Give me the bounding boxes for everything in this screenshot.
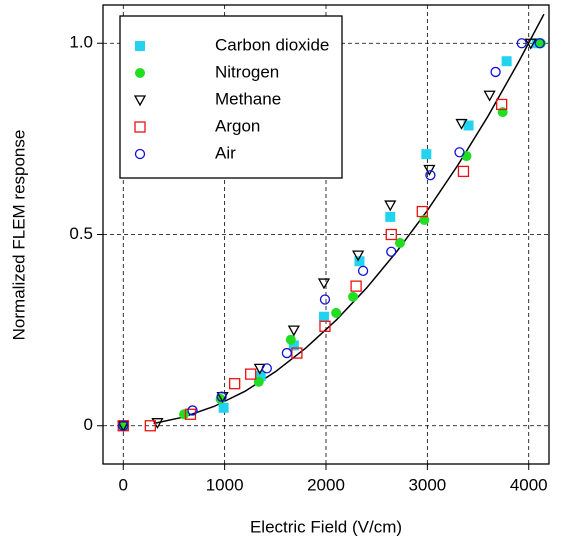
legend-marker — [134, 121, 146, 133]
marker — [288, 340, 299, 351]
marker — [461, 151, 472, 162]
marker — [421, 149, 432, 160]
marker — [483, 90, 496, 102]
marker — [319, 294, 331, 305]
legend-marker — [135, 68, 145, 78]
marker — [425, 170, 436, 181]
x-tick-label: 3000 — [408, 475, 446, 494]
legend-marker — [135, 41, 145, 51]
marker — [501, 56, 512, 67]
marker — [384, 200, 397, 212]
marker — [463, 120, 474, 131]
marker — [285, 334, 296, 345]
marker — [394, 237, 405, 248]
marker — [386, 246, 397, 257]
marker — [287, 325, 300, 337]
marker — [524, 38, 537, 50]
legend-marker — [134, 148, 146, 160]
marker — [179, 409, 190, 420]
y-axis-label: Normalized FLEM response — [9, 130, 28, 341]
marker — [317, 278, 331, 290]
x-axis-label: Electric Field (V/cm) — [250, 517, 402, 536]
marker — [534, 38, 545, 49]
marker — [348, 291, 359, 302]
legend-label: Air — [215, 143, 236, 162]
marker — [496, 98, 508, 111]
legend-marker — [133, 95, 147, 107]
y-tick-label: 1.0 — [69, 33, 93, 52]
marker — [187, 405, 198, 416]
legend: Carbon dioxide Nitrogen Methane Argon Air — [119, 15, 343, 179]
x-tick-label: 0 — [119, 475, 128, 494]
marker — [118, 420, 129, 431]
marker — [416, 205, 428, 218]
marker — [118, 420, 129, 431]
marker — [454, 147, 465, 158]
legend-label: Argon — [215, 116, 260, 135]
marker — [318, 311, 329, 322]
marker — [490, 66, 501, 78]
marker — [319, 320, 331, 332]
marker — [281, 347, 293, 359]
marker — [245, 368, 257, 380]
marker — [354, 256, 365, 267]
marker — [229, 378, 241, 390]
marker — [385, 211, 396, 222]
legend-label: Methane — [215, 89, 281, 108]
marker — [216, 391, 227, 402]
marker — [350, 280, 362, 292]
y-tick-label: 0.5 — [69, 224, 93, 243]
marker — [261, 363, 272, 374]
marker — [144, 420, 156, 432]
y-tick-label: 0 — [84, 415, 93, 434]
x-tick-label: 4000 — [510, 475, 548, 494]
marker — [218, 402, 229, 413]
legend-label: Nitrogen — [215, 62, 279, 81]
x-tick-label: 2000 — [307, 475, 345, 494]
marker — [352, 250, 365, 262]
marker — [419, 214, 430, 225]
legend-label: Carbon dioxide — [215, 35, 329, 54]
marker — [516, 38, 527, 49]
marker — [423, 164, 436, 176]
marker — [331, 307, 342, 318]
marker — [357, 265, 369, 276]
marker — [385, 228, 397, 241]
marker — [455, 118, 468, 130]
plot-frame — [102, 4, 550, 465]
x-tick-label: 1000 — [206, 475, 244, 494]
marker — [255, 371, 266, 382]
legend-box — [119, 15, 343, 179]
marker — [457, 165, 470, 178]
